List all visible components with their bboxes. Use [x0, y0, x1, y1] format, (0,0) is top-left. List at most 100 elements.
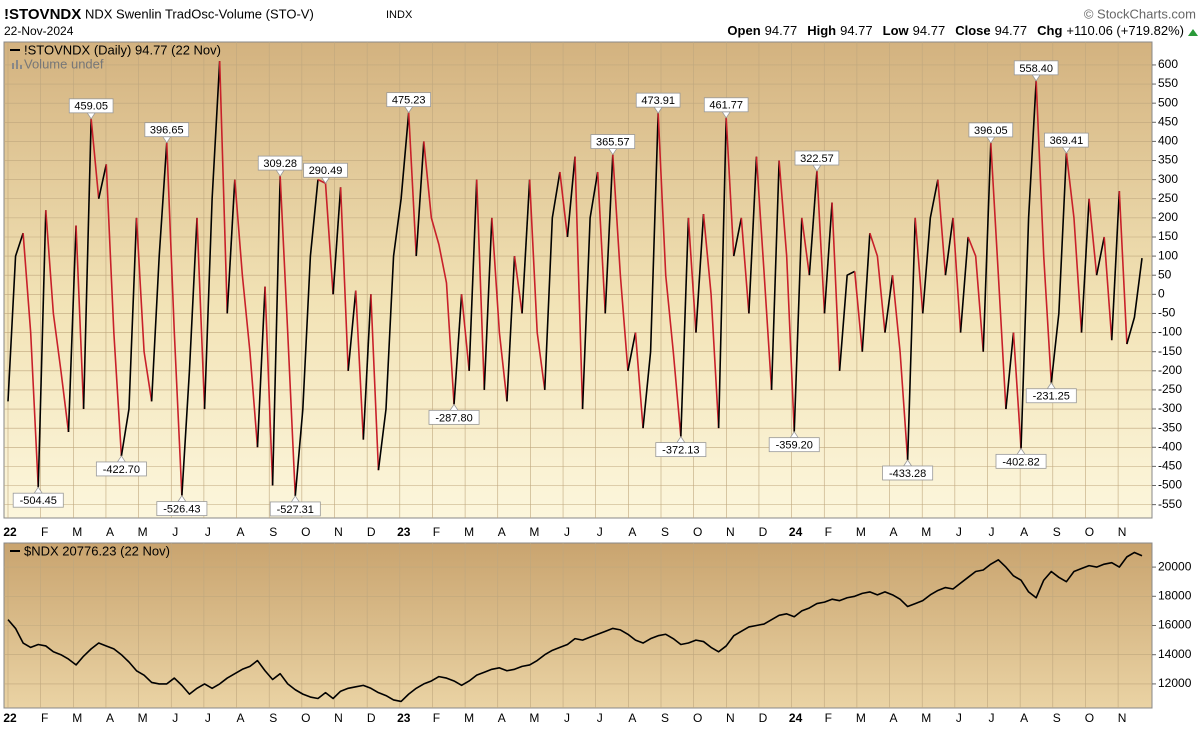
- oscillator-line: [1095, 236, 1105, 276]
- annotation-box: [428, 409, 480, 425]
- oscillator-line: [1088, 198, 1098, 276]
- oscillator-line: [861, 233, 871, 352]
- change-arrow: [1188, 29, 1198, 36]
- oscillator-line: [687, 217, 697, 333]
- x-tick-label: D: [367, 525, 376, 539]
- y-tick-label: -50: [1158, 306, 1176, 320]
- y-tick-label: 18000: [1158, 588, 1192, 602]
- x-tick-label: M: [856, 525, 866, 539]
- x-tick-label: M: [529, 525, 539, 539]
- source: © StockCharts.com: [1084, 6, 1196, 21]
- x-tick-label: A: [1020, 525, 1028, 539]
- x-tick-label: M: [921, 711, 931, 725]
- x-tick-label: J: [172, 525, 178, 539]
- x-tick-label: J: [989, 711, 995, 725]
- oscillator-line: [634, 332, 644, 429]
- date: 22-Nov-2024: [4, 24, 74, 38]
- x-tick-label: N: [334, 525, 343, 539]
- x-tick-label: 22: [3, 525, 17, 539]
- annotation: -402.82: [1002, 456, 1039, 468]
- x-tick-label: A: [237, 525, 245, 539]
- oscillator-line: [778, 160, 796, 432]
- oscillator-line: [944, 217, 954, 276]
- oscillator-line: [75, 225, 85, 410]
- oscillator-line: [1012, 332, 1022, 449]
- oscillator-line: [37, 210, 47, 488]
- annotation: -231.25: [1033, 391, 1070, 403]
- annotation-box: [703, 97, 749, 113]
- x-tick-label: S: [269, 525, 277, 539]
- x-tick-label: N: [334, 711, 343, 725]
- oscillator-line: [513, 255, 523, 314]
- x-tick-label: A: [106, 711, 114, 725]
- oscillator-line: [22, 233, 40, 488]
- volume-label: Volume undef: [24, 56, 104, 71]
- quote-value: 94.77: [765, 23, 798, 38]
- annotation: -359.20: [776, 440, 813, 452]
- oscillator-line: [1118, 191, 1128, 345]
- x-tick-label: M: [72, 711, 82, 725]
- x-tick-label: J: [205, 525, 211, 539]
- y-tick-label: -400: [1158, 439, 1182, 453]
- y-tick-label: -300: [1158, 401, 1182, 415]
- oscillator-line: [952, 217, 962, 333]
- oscillator-line: [256, 286, 266, 448]
- oscillator-line: [521, 179, 531, 314]
- y-tick-label: 200: [1158, 210, 1178, 224]
- annotation: -372.13: [662, 445, 699, 457]
- x-tick-label: O: [693, 525, 702, 539]
- annotation-box: [1013, 60, 1059, 76]
- oscillator-line: [982, 142, 992, 352]
- oscillator-line: [1080, 198, 1090, 333]
- annotation: 290.49: [309, 165, 343, 177]
- annotation-box: [269, 501, 321, 517]
- x-tick-label: J: [956, 525, 962, 539]
- x-tick-label: F: [41, 525, 48, 539]
- oscillator-line: [695, 213, 705, 333]
- quote-value: 94.77: [913, 23, 946, 38]
- y-tick-label: -100: [1158, 325, 1182, 339]
- x-tick-label: A: [498, 525, 506, 539]
- oscillator-line: [748, 156, 758, 314]
- x-tick-label: S: [661, 525, 669, 539]
- y-tick-label: -250: [1158, 382, 1182, 396]
- oscillator-line: [271, 176, 281, 486]
- x-tick-label: N: [1118, 525, 1127, 539]
- y-tick-label: -450: [1158, 459, 1182, 473]
- oscillator-line: [831, 202, 841, 371]
- y-tick-label: 500: [1158, 95, 1178, 109]
- annotation: 475.23: [392, 95, 426, 107]
- oscillator-line: [294, 179, 319, 497]
- x-tick-label: 23: [397, 711, 411, 725]
- oscillator-line: [884, 275, 894, 333]
- oscillator-line: [218, 61, 229, 314]
- oscillator-line: [921, 179, 939, 314]
- oscillator-line: [120, 217, 138, 457]
- x-tick-label: J: [989, 525, 995, 539]
- exchange: INDX: [386, 9, 413, 21]
- annotation: 369.41: [1050, 135, 1084, 147]
- oscillator-line: [1065, 153, 1083, 333]
- oscillator-line: [559, 171, 569, 238]
- oscillator-line: [732, 217, 743, 257]
- indicator-name: NDX Swenlin TradOsc-Volume (STO-V): [85, 6, 314, 21]
- oscillator-line: [914, 217, 924, 314]
- y-tick-label: 600: [1158, 57, 1178, 71]
- x-tick-label: O: [1085, 525, 1094, 539]
- x-tick-label: S: [1053, 711, 1061, 725]
- oscillator-line: [354, 290, 365, 440]
- oscillator-line: [717, 117, 727, 429]
- x-tick-label: F: [825, 711, 832, 725]
- annotation: -527.31: [277, 504, 314, 516]
- oscillator-line: [596, 171, 607, 314]
- oscillator-line: [823, 202, 833, 314]
- x-tick-label: 23: [397, 525, 411, 539]
- oscillator-line: [165, 142, 183, 496]
- oscillator-line: [1005, 332, 1015, 410]
- oscillator-line: [528, 179, 546, 391]
- y-tick-label: 16000: [1158, 618, 1192, 632]
- x-tick-label: D: [759, 711, 768, 725]
- x-tick-label: A: [628, 711, 636, 725]
- quote-label: Open: [727, 23, 760, 38]
- x-tick-label: F: [41, 711, 48, 725]
